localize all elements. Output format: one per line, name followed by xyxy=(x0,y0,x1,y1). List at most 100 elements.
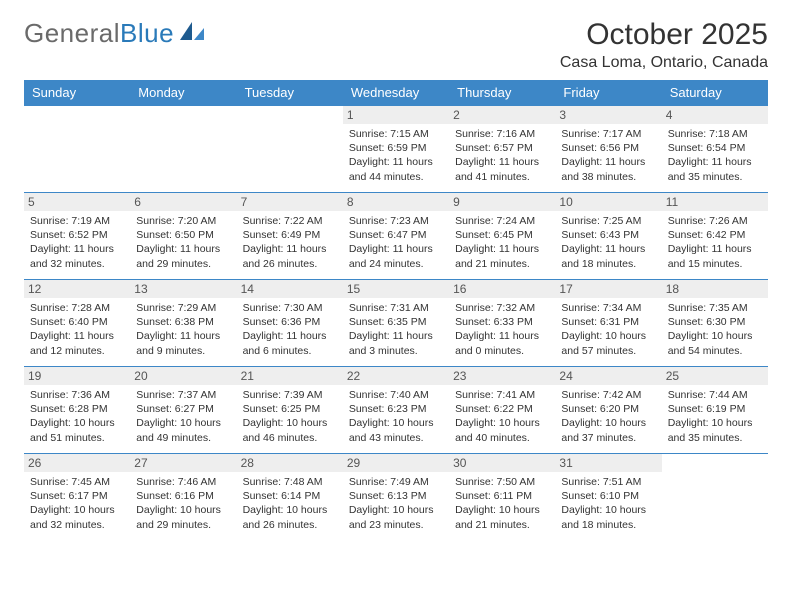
sunrise-text: Sunrise: 7:30 AM xyxy=(243,301,337,315)
sunrise-text: Sunrise: 7:28 AM xyxy=(30,301,124,315)
sunset-text: Sunset: 6:10 PM xyxy=(561,489,655,503)
sunrise-text: Sunrise: 7:45 AM xyxy=(30,475,124,489)
daylight-text: Daylight: 10 hours and 51 minutes. xyxy=(30,416,124,444)
calendar-cell: 26 Sunrise: 7:45 AMSunset: 6:17 PMDayligh… xyxy=(24,454,130,540)
day-number: 13 xyxy=(130,280,236,298)
day-number: 31 xyxy=(555,454,661,472)
sunset-text: Sunset: 6:20 PM xyxy=(561,402,655,416)
day-details: Sunrise: 7:25 AMSunset: 6:43 PMDaylight:… xyxy=(561,214,655,271)
day-details: Sunrise: 7:22 AMSunset: 6:49 PMDaylight:… xyxy=(243,214,337,271)
day-header: Thursday xyxy=(449,80,555,105)
daylight-text: Daylight: 10 hours and 29 minutes. xyxy=(136,503,230,531)
day-number: 20 xyxy=(130,367,236,385)
sunrise-text: Sunrise: 7:20 AM xyxy=(136,214,230,228)
daylight-text: Daylight: 10 hours and 21 minutes. xyxy=(455,503,549,531)
sunset-text: Sunset: 6:40 PM xyxy=(30,315,124,329)
daylight-text: Daylight: 11 hours and 26 minutes. xyxy=(243,242,337,270)
day-details: Sunrise: 7:23 AMSunset: 6:47 PMDaylight:… xyxy=(349,214,443,271)
day-number: 7 xyxy=(237,193,343,211)
calendar-cell: . xyxy=(130,106,236,192)
sunset-text: Sunset: 6:52 PM xyxy=(30,228,124,242)
day-number: 22 xyxy=(343,367,449,385)
calendar-cell: 12Sunrise: 7:28 AMSunset: 6:40 PMDayligh… xyxy=(24,280,130,366)
day-details: Sunrise: 7:19 AMSunset: 6:52 PMDaylight:… xyxy=(30,214,124,271)
daylight-text: Daylight: 11 hours and 38 minutes. xyxy=(561,155,655,183)
day-details: Sunrise: 7:42 AMSunset: 6:20 PMDaylight:… xyxy=(561,388,655,445)
day-number: 26 xyxy=(24,454,130,472)
day-number: 29 xyxy=(343,454,449,472)
calendar-cell: 31Sunrise: 7:51 AMSunset: 6:10 PMDayligh… xyxy=(555,454,661,540)
sunset-text: Sunset: 6:14 PM xyxy=(243,489,337,503)
daylight-text: Daylight: 10 hours and 32 minutes. xyxy=(30,503,124,531)
sunset-text: Sunset: 6:27 PM xyxy=(136,402,230,416)
daylight-text: Daylight: 10 hours and 54 minutes. xyxy=(668,329,762,357)
day-details: Sunrise: 7:37 AMSunset: 6:27 PMDaylight:… xyxy=(136,388,230,445)
calendar-cell: . xyxy=(237,106,343,192)
day-number: 6 xyxy=(130,193,236,211)
sunrise-text: Sunrise: 7:49 AM xyxy=(349,475,443,489)
daylight-text: Daylight: 10 hours and 23 minutes. xyxy=(349,503,443,531)
calendar-cell: 8Sunrise: 7:23 AMSunset: 6:47 PMDaylight… xyxy=(343,193,449,279)
sunset-text: Sunset: 6:11 PM xyxy=(455,489,549,503)
calendar-cell: 3Sunrise: 7:17 AMSunset: 6:56 PMDaylight… xyxy=(555,106,661,192)
sunrise-text: Sunrise: 7:18 AM xyxy=(668,127,762,141)
daylight-text: Daylight: 10 hours and 46 minutes. xyxy=(243,416,337,444)
logo-text-2: Blue xyxy=(120,18,174,49)
calendar-cell: 20 Sunrise: 7:37 AMSunset: 6:27 PMDayligh… xyxy=(130,367,236,453)
calendar-cell: 6Sunrise: 7:20 AMSunset: 6:50 PMDaylight… xyxy=(130,193,236,279)
day-number: 21 xyxy=(237,367,343,385)
sunrise-text: Sunrise: 7:25 AM xyxy=(561,214,655,228)
sunset-text: Sunset: 6:16 PM xyxy=(136,489,230,503)
sunset-text: Sunset: 6:57 PM xyxy=(455,141,549,155)
calendar-cell: 18Sunrise: 7:35 AMSunset: 6:30 PMDayligh… xyxy=(662,280,768,366)
daylight-text: Daylight: 11 hours and 32 minutes. xyxy=(30,242,124,270)
day-number: 16 xyxy=(449,280,555,298)
day-details: Sunrise: 7:18 AMSunset: 6:54 PMDaylight:… xyxy=(668,127,762,184)
sunrise-text: Sunrise: 7:15 AM xyxy=(349,127,443,141)
sunrise-text: Sunrise: 7:37 AM xyxy=(136,388,230,402)
sail-icon xyxy=(178,18,206,49)
sunrise-text: Sunrise: 7:51 AM xyxy=(561,475,655,489)
sunset-text: Sunset: 6:17 PM xyxy=(30,489,124,503)
day-number: 4 xyxy=(662,106,768,124)
calendar-cell: . xyxy=(24,106,130,192)
sunrise-text: Sunrise: 7:31 AM xyxy=(349,301,443,315)
day-number: 28 xyxy=(237,454,343,472)
calendar-cell: 25Sunrise: 7:44 AMSunset: 6:19 PMDayligh… xyxy=(662,367,768,453)
sunrise-text: Sunrise: 7:22 AM xyxy=(243,214,337,228)
sunset-text: Sunset: 6:19 PM xyxy=(668,402,762,416)
day-details: Sunrise: 7:15 AMSunset: 6:59 PMDaylight:… xyxy=(349,127,443,184)
calendar-cell: 9Sunrise: 7:24 AMSunset: 6:45 PMDaylight… xyxy=(449,193,555,279)
sunrise-text: Sunrise: 7:24 AM xyxy=(455,214,549,228)
day-details: Sunrise: 7:30 AMSunset: 6:36 PMDaylight:… xyxy=(243,301,337,358)
daylight-text: Daylight: 11 hours and 0 minutes. xyxy=(455,329,549,357)
day-details: Sunrise: 7:49 AMSunset: 6:13 PMDaylight:… xyxy=(349,475,443,532)
day-header: Sunday xyxy=(24,80,130,105)
calendar-cell: 19Sunrise: 7:36 AMSunset: 6:28 PMDayligh… xyxy=(24,367,130,453)
day-header: Monday xyxy=(130,80,236,105)
day-number: 1 xyxy=(343,106,449,124)
calendar-cell: 30Sunrise: 7:50 AMSunset: 6:11 PMDayligh… xyxy=(449,454,555,540)
day-number: 3 xyxy=(555,106,661,124)
title-block: October 2025 Casa Loma, Ontario, Canada xyxy=(560,18,768,72)
daylight-text: Daylight: 11 hours and 21 minutes. xyxy=(455,242,549,270)
day-number: 17 xyxy=(555,280,661,298)
day-details: Sunrise: 7:36 AMSunset: 6:28 PMDaylight:… xyxy=(30,388,124,445)
calendar-cell: 22Sunrise: 7:40 AMSunset: 6:23 PMDayligh… xyxy=(343,367,449,453)
sunrise-text: Sunrise: 7:46 AM xyxy=(136,475,230,489)
calendar-cell: 24Sunrise: 7:42 AMSunset: 6:20 PMDayligh… xyxy=(555,367,661,453)
day-details: Sunrise: 7:24 AMSunset: 6:45 PMDaylight:… xyxy=(455,214,549,271)
sunset-text: Sunset: 6:22 PM xyxy=(455,402,549,416)
calendar-row: 12Sunrise: 7:28 AMSunset: 6:40 PMDayligh… xyxy=(24,279,768,366)
calendar-cell: 28Sunrise: 7:48 AMSunset: 6:14 PMDayligh… xyxy=(237,454,343,540)
sunrise-text: Sunrise: 7:40 AM xyxy=(349,388,443,402)
sunrise-text: Sunrise: 7:29 AM xyxy=(136,301,230,315)
calendar-row: 26Sunrise: 7:45 AMSunset: 6:17 PMDayligh… xyxy=(24,453,768,540)
daylight-text: Daylight: 11 hours and 24 minutes. xyxy=(349,242,443,270)
sunrise-text: Sunrise: 7:50 AM xyxy=(455,475,549,489)
calendar-cell: . xyxy=(662,454,768,540)
sunrise-text: Sunrise: 7:39 AM xyxy=(243,388,337,402)
header: GeneralBlue October 2025 Casa Loma, Onta… xyxy=(24,18,768,72)
sunrise-text: Sunrise: 7:17 AM xyxy=(561,127,655,141)
sunrise-text: Sunrise: 7:34 AM xyxy=(561,301,655,315)
